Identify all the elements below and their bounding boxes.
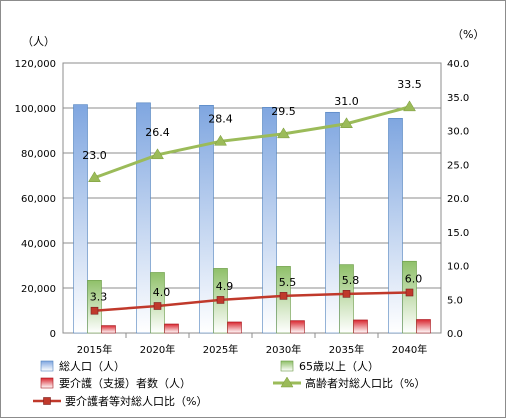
care-recipients-bar [416, 319, 431, 334]
category-label: 2020年 [140, 343, 175, 356]
left-tick-label: 120,000 [15, 59, 56, 70]
right-tick-label: 5.0 [447, 295, 463, 306]
legend-care-recipients-swatch [40, 377, 54, 389]
total-population-bar [73, 104, 88, 334]
legend-aged-65-plus-label: 65歳以上（人） [299, 360, 379, 373]
category-label: 2030年 [266, 343, 301, 356]
gridlines [62, 62, 442, 338]
care-ratio-marker [279, 292, 288, 300]
aged-ratio-marker [340, 117, 353, 128]
right-tick-label: 20.0 [447, 194, 469, 205]
right-tick-label: 15.0 [447, 228, 469, 239]
total-population-bar [388, 118, 403, 334]
legend: 総人口（人） 65歳以上（人） 要介護（支援）者数（人） 高齢者対総人口比（%） 要介護… [33, 359, 425, 408]
legend-aged-ratio-marker [280, 376, 294, 388]
aged-ratio-data-label: 26.4 [145, 126, 170, 139]
care-ratio-line [94, 291, 410, 312]
left-axis-unit: （人） [22, 35, 55, 48]
left-tick-label: 60,000 [21, 194, 56, 205]
legend-aged-65-plus-swatch [280, 360, 294, 372]
right-tick-label: 30.0 [447, 127, 469, 138]
left-tick-label: 100,000 [15, 104, 56, 115]
care-recipients-bar [101, 325, 116, 334]
care-recipients-bar [227, 321, 242, 334]
left-tick-label: 80,000 [21, 149, 56, 160]
category-labels: 2015年 2020年 2025年 2030年 2035年 2040年 [77, 343, 427, 356]
care-ratio-marker [405, 288, 414, 297]
care-ratio-data-label: 5.8 [342, 274, 360, 287]
aged-ratio-data-label: 33.5 [397, 78, 422, 91]
aged-ratio-marker [214, 134, 227, 146]
aged-ratio-line [93, 105, 410, 180]
legend-total-population: 総人口（人） [40, 359, 125, 373]
right-tick-label: 10.0 [447, 262, 469, 273]
right-axis-ticks: 0.0 5.0 10.0 15.0 20.0 25.0 30.0 35.0 40.0 [447, 59, 469, 340]
aged-65-plus-bar [402, 260, 417, 334]
right-tick-label: 40.0 [447, 59, 469, 70]
legend-care-ratio: 要介護者等対総人口比（%） [33, 394, 207, 408]
left-tick-label: 40,000 [21, 239, 56, 250]
category-label: 2035年 [329, 343, 364, 356]
care-ratio-data-label: 4.0 [153, 286, 171, 299]
legend-total-population-label: 総人口（人） [59, 359, 125, 373]
care-ratio-data-label: 4.9 [216, 280, 234, 293]
care-ratio-data-label: 3.3 [90, 291, 108, 304]
line-series: 23.0 26.4 28.4 29.5 31.0 33.5 3.3 4.0 4.9 5.5 5.8 6… [82, 78, 423, 315]
legend-care-ratio-marker [43, 397, 51, 405]
aged-ratio-data-label: 29.5 [271, 105, 296, 118]
legend-care-recipients-label: 要介護（支援）者数（人） [59, 376, 191, 390]
aged-ratio-data-label: 28.4 [208, 112, 233, 125]
legend-aged-65-plus: 65歳以上（人） [280, 360, 379, 373]
aged-ratio-data-label: 23.0 [82, 149, 107, 162]
left-tick-label: 20,000 [21, 284, 56, 295]
legend-care-ratio-label: 要介護者等対総人口比（%） [65, 394, 207, 408]
aged-65-plus-bar [276, 266, 291, 334]
care-ratio-marker [216, 296, 225, 304]
category-label: 2040年 [392, 343, 427, 356]
aged-ratio-marker [277, 127, 290, 139]
total-population-bar [262, 107, 277, 334]
total-population-bar [325, 111, 340, 334]
care-ratio-marker [90, 306, 99, 315]
right-tick-label: 35.0 [447, 93, 469, 104]
care-recipients-bar [290, 320, 305, 334]
legend-total-population-swatch [40, 360, 54, 372]
right-tick-label: 0.0 [447, 329, 463, 340]
left-axis-ticks: 0 20,000 40,000 60,000 80,000 100,000 120,000 [15, 59, 56, 340]
legend-aged-ratio: 高齢者対総人口比（%） [273, 376, 425, 390]
care-ratio-marker [342, 290, 351, 298]
care-ratio-data-label: 5.5 [279, 276, 297, 289]
aged-ratio-marker [151, 148, 164, 160]
legend-care-recipients: 要介護（支援）者数（人） [40, 376, 191, 390]
category-label: 2015年 [77, 343, 112, 356]
aged-65-plus-bar [87, 280, 102, 334]
aged-65-plus-bar [339, 264, 354, 334]
right-tick-label: 25.0 [447, 160, 469, 171]
care-recipients-bar [164, 323, 179, 334]
total-population-bar [199, 105, 214, 334]
care-recipients-bar [353, 319, 368, 334]
aged-ratio-marker [403, 100, 416, 112]
care-ratio-marker [153, 302, 162, 310]
care-ratio-data-label: 6.0 [405, 273, 423, 286]
aged-ratio-data-label: 31.0 [334, 95, 359, 108]
legend-aged-ratio-label: 高齢者対総人口比（%） [305, 376, 425, 390]
right-axis-unit: （%） [452, 28, 484, 41]
aged-ratio-marker [88, 171, 101, 182]
category-label: 2025年 [203, 343, 238, 356]
left-tick-label: 0 [50, 329, 56, 340]
